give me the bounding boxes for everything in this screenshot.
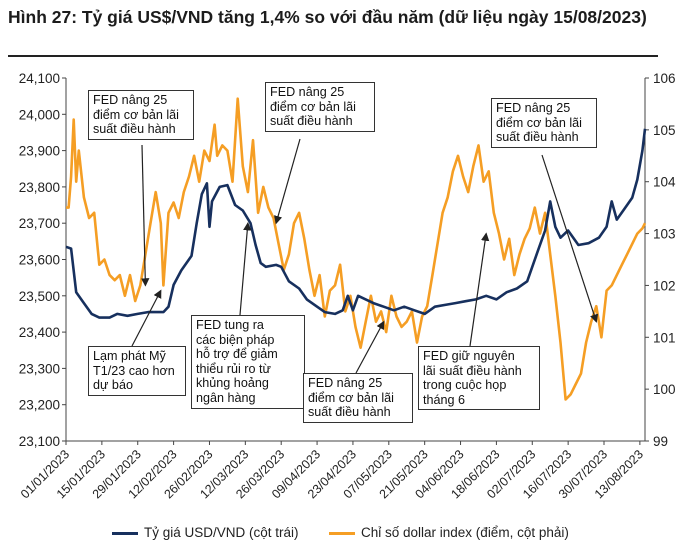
annotation-line: FED nâng 25 [270,85,345,99]
annotation-fed-support: FED tung ra các biện pháp hỗ trợ để giảm th… [191,315,305,409]
annotation-line: hỗ trợ để giảm [196,347,278,362]
y-left-tick-label: 23,900 [19,144,60,159]
y-right-tick-label: 102 [653,278,676,293]
annotation-line: T1/23 cao hơn [93,363,175,378]
annotation-line: Lạm phát Mỹ [93,349,166,363]
dollar-index-line [66,97,647,401]
annotation-fed-feb: FED nâng 25 điểm cơ bản lãi suất điều hành [88,90,194,140]
annotation-line: các biện pháp [196,332,275,347]
annotation-arrow [131,289,162,347]
y-right-tick-label: 99 [653,434,668,449]
y-left-tick-label: 23,300 [19,361,60,376]
annotation-arrow [141,144,150,287]
y-right-tick-label: 105 [653,123,676,138]
legend-dxy-swatch [329,531,355,535]
annotation-line: khủng hoảng [196,376,269,391]
y-right-tick-label: 103 [653,227,676,242]
annotation-line: FED nâng 25 [308,376,383,390]
y-left-tick-label: 24,000 [19,107,60,122]
annotation-line: dự báo [93,378,133,393]
title-divider [8,55,658,57]
annotation-fed-may: FED nâng 25 điểm cơ bản lãi suất điều hành [303,373,413,423]
annotation-line: FED nâng 25 [496,101,571,115]
annotation-line: lãi suất điều hành [423,363,522,378]
annotation-line: suất điều hành [496,130,579,145]
annotation-line: tháng 6 [423,392,466,407]
annotation-line: điểm cơ bản lãi [270,99,356,114]
annotation-line: suất điều hành [308,405,391,420]
y-left-tick-label: 24,100 [19,71,60,86]
legend-usd-vnd-swatch [112,531,138,535]
y-right-tick-label: 100 [653,382,676,397]
legend-dxy-label: Chỉ số dollar index (điểm, cột phải) [361,525,569,540]
annotation-arrow [541,154,599,323]
annotation-arrow [469,232,490,347]
legend-dxy: Chỉ số dollar index (điểm, cột phải) [329,525,569,540]
y-right-tick-label: 104 [653,175,676,190]
annotation-fed-jun: FED giữ nguyên lãi suất điều hành trong cu… [418,346,540,411]
y-left-tick-label: 23,800 [19,180,60,195]
annotation-line: điểm cơ bản lãi [93,107,179,122]
y-left-tick-label: 23,100 [19,434,60,449]
y-left-tick-label: 23,600 [19,253,60,268]
annotation-fed-mar: FED nâng 25 điểm cơ bản lãi suất điều hành [265,82,375,132]
annotation-line: ngân hàng [196,390,256,405]
y-left-tick-label: 23,400 [19,325,60,340]
annotation-line: FED nâng 25 [93,93,168,107]
y-left-tick-label: 23,700 [19,216,60,231]
legend-usd-vnd-label: Tỷ giá USD/VND (cột trái) [144,525,299,540]
annotation-line: điểm cơ bản lãi [308,390,394,405]
annotation-line: suất điều hành [270,114,353,129]
y-right-tick-label: 106 [653,71,676,86]
annotation-arrow [274,138,301,225]
y-right-tick-label: 101 [653,330,676,345]
chart-title: Hình 27: Tỷ giá US$/VND tăng 1,4% so với… [8,7,647,27]
annotation-line: FED giữ nguyên [423,349,515,363]
annotation-line: điểm cơ bản lãi [496,115,582,130]
annotation-arrow [355,320,385,374]
annotation-cpi: Lạm phát Mỹ T1/23 cao hơn dự báo [88,346,186,396]
annotation-line: suất điều hành [93,122,176,137]
y-left-tick-label: 23,500 [19,289,60,304]
usd-vnd-line [65,128,647,319]
annotation-line: FED tung ra [196,318,264,332]
annotation-fed-jul: FED nâng 25 điểm cơ bản lãi suất điều hành [491,98,597,148]
y-left-tick-label: 23,200 [19,398,60,413]
legend-usd-vnd: Tỷ giá USD/VND (cột trái) [112,525,299,540]
annotation-line: thiểu rủi ro từ [196,361,271,376]
annotation-arrow [239,222,252,316]
annotation-line: trong cuộc họp [423,378,507,393]
